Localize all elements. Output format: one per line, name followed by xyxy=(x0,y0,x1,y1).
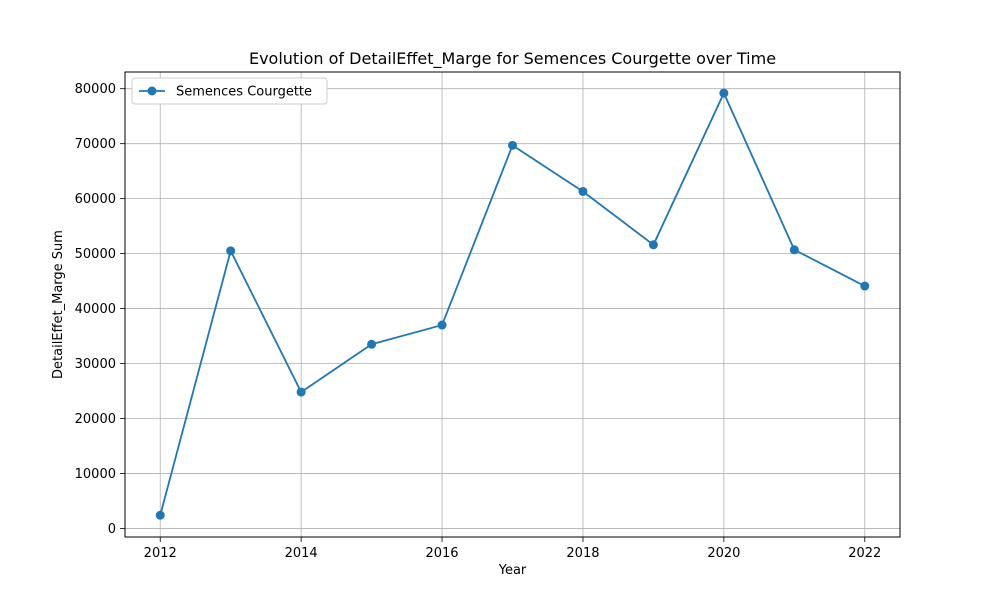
data-point xyxy=(367,339,377,349)
data-point xyxy=(789,245,799,255)
data-point xyxy=(226,246,236,256)
x-tick-label: 2022 xyxy=(848,546,881,561)
data-point xyxy=(860,281,870,291)
data-point xyxy=(648,240,658,250)
x-tick-label: 2018 xyxy=(566,546,599,561)
legend-label-semences-courgette: Semences Courgette xyxy=(176,85,312,100)
data-point xyxy=(578,186,588,196)
x-tick-label: 2020 xyxy=(707,546,740,561)
axis-ticks: 2012 2014 2016 2018 2020 2022 0 10000 20000 30000… xyxy=(75,82,882,561)
data-point xyxy=(296,387,306,397)
y-tick-label: 20000 xyxy=(75,412,116,427)
legend-marker-swatch xyxy=(147,86,157,96)
data-point xyxy=(719,88,729,98)
x-tick-label: 2016 xyxy=(425,546,458,561)
y-tick-label: 70000 xyxy=(75,137,116,152)
y-tick-label: 30000 xyxy=(75,357,116,372)
x-tick-label: 2012 xyxy=(144,546,177,561)
legend-box xyxy=(131,77,328,105)
series-layer xyxy=(155,88,870,520)
legend: Semences Courgette xyxy=(131,77,328,105)
data-point xyxy=(437,320,447,330)
y-tick-label: 80000 xyxy=(75,82,116,97)
x-axis-label: Year xyxy=(498,563,527,578)
y-tick-label: 60000 xyxy=(75,192,116,207)
y-tick-label: 0 xyxy=(108,522,116,537)
data-point xyxy=(508,140,517,150)
y-tick-label: 40000 xyxy=(75,302,116,317)
plot-frame xyxy=(124,71,901,538)
y-tick-label: 10000 xyxy=(75,467,116,482)
x-tick-label: 2014 xyxy=(285,546,318,561)
y-axis-label: DetailEffet_Marge Sum xyxy=(51,230,66,379)
data-point xyxy=(155,510,165,520)
chart-title: Evolution of DetailEffet_Marge for Semen… xyxy=(249,49,776,69)
y-tick-label: 50000 xyxy=(75,247,116,262)
